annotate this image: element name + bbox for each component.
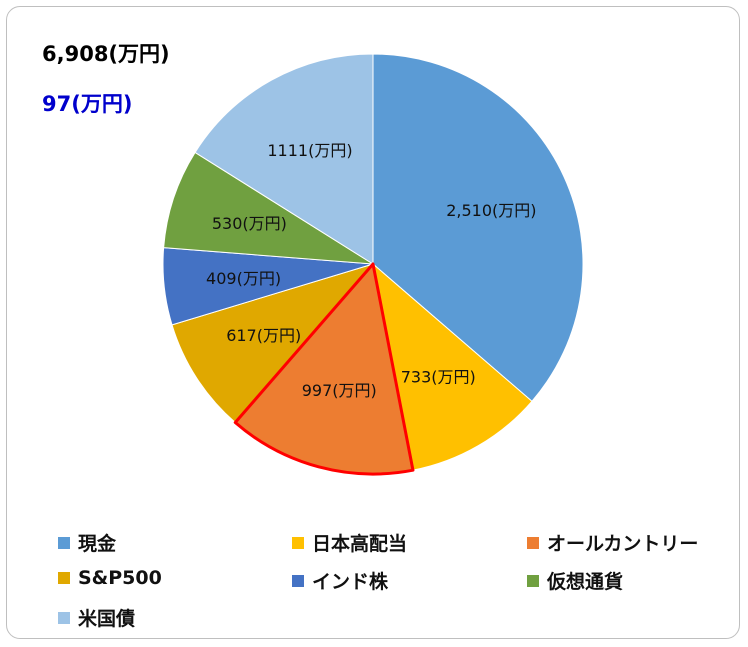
slice-label-5: 409(万円) [206,269,281,288]
slice-label-7: 1111(万円) [267,141,352,160]
legend-swatch [292,536,304,549]
legend-label: 日本高配当 [312,533,408,555]
legend-swatch [58,536,70,549]
legend-swatch [58,611,70,624]
pie-chart: 2,510(万円) 733(万円) 997(万円) 617(万円) 409(万円) 530… [162,53,584,476]
slice-label-1: 2,510(万円) [446,201,536,220]
legend-label: 米国債 [78,608,136,630]
legend-item-4: S&P500 [58,567,162,589]
legend-label: 現金 [78,533,117,555]
legend-swatch [527,574,539,587]
legend-swatch [58,572,70,584]
legend-item-2: 日本高配当 [292,529,407,556]
legend-item-6: 仮想通貨 [527,567,623,594]
highlight-outline-3 [233,262,415,476]
difference-value: 97(万円) [42,92,133,116]
legend-label: インド株 [312,571,389,593]
pie-slice-s-p500 [171,263,375,424]
pie-slice-slice-7 [194,53,374,265]
legend-label: S&P500 [78,567,162,589]
legend-label: オールカントリー [547,533,699,555]
legend-swatch [527,536,539,549]
pie-slice-slice-2 [372,262,533,471]
legend-item-1: 現金 [58,529,116,556]
legend-item-5: インド株 [292,567,388,594]
pie-slice-slice-6 [163,151,374,265]
slice-label-3: 997(万円) [302,381,377,400]
total-value: 6,908(万円) [42,42,170,66]
legend-item-3: オールカントリー [527,529,698,556]
legend-item-7: 米国債 [58,604,135,631]
slice-label-6: 530(万円) [212,214,287,233]
pie-slice-slice-1 [372,53,584,402]
legend-label: 仮想通貨 [547,571,624,593]
slice-label-2: 733(万円) [401,368,476,387]
legend-swatch [292,574,304,587]
slice-label-4: 617(万円) [226,326,301,345]
